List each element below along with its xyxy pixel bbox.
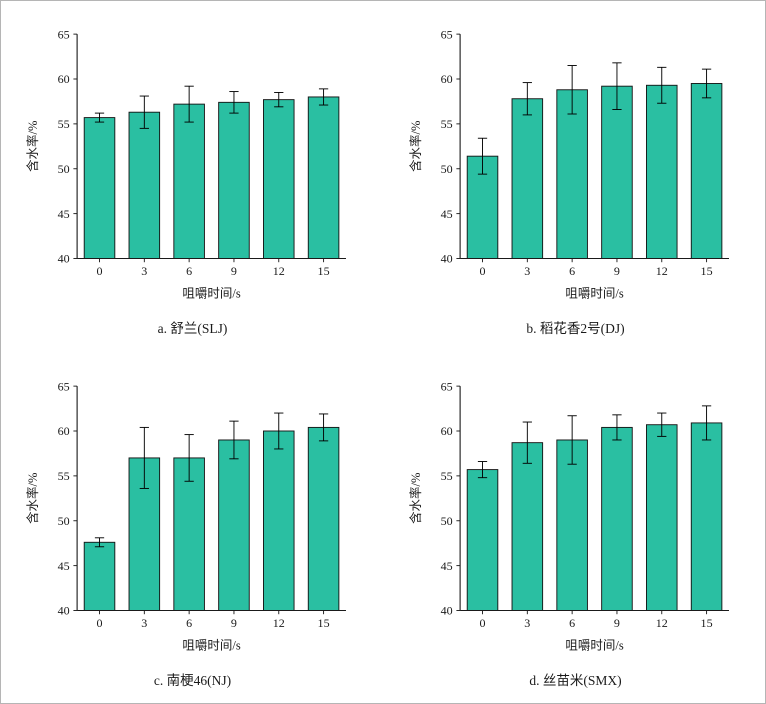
bar-chart-svg: 0 3 6 9 12 15 40 45 50 55 60 65 咀嚼时间/s 含水率/% [408, 27, 729, 300]
svg-text:40: 40 [440, 252, 452, 266]
bar-chart-svg: 0 3 6 9 12 15 40 45 50 55 60 65 咀嚼时间/s 含水率/% [25, 27, 346, 300]
svg-text:3: 3 [524, 616, 530, 630]
svg-text:12: 12 [272, 616, 284, 630]
svg-text:12: 12 [655, 616, 667, 630]
chart-caption: d. 丝苗米(SMX) [529, 673, 622, 688]
svg-text:40: 40 [57, 604, 69, 618]
svg-text:咀嚼时间/s: 咀嚼时间/s [182, 286, 240, 300]
svg-text:40: 40 [57, 252, 69, 266]
svg-text:55: 55 [440, 117, 452, 131]
svg-text:0: 0 [479, 264, 485, 278]
svg-text:6: 6 [569, 264, 575, 278]
svg-text:12: 12 [272, 264, 284, 278]
svg-text:15: 15 [317, 616, 329, 630]
svg-text:咀嚼时间/s: 咀嚼时间/s [565, 638, 623, 652]
chart-b-daohuaxiang: 0 3 6 9 12 15 40 45 50 55 60 65 咀嚼时间/s 含水率/% b. 稻花香2号… [408, 17, 729, 337]
svg-text:60: 60 [57, 72, 69, 86]
svg-text:45: 45 [440, 559, 452, 573]
svg-text:3: 3 [524, 264, 530, 278]
bar-chart-svg: 0 3 6 9 12 15 40 45 50 55 60 65 咀嚼时间/s 含水率/% [25, 379, 346, 652]
svg-text:15: 15 [700, 264, 712, 278]
chart-caption: c. 南梗46(NJ) [153, 673, 232, 688]
svg-text:55: 55 [57, 469, 69, 483]
svg-text:45: 45 [57, 207, 69, 221]
svg-text:65: 65 [57, 27, 69, 41]
svg-text:60: 60 [440, 424, 452, 438]
chart-d-simiaomi: 0 3 6 9 12 15 40 45 50 55 60 65 咀嚼时间/s 含水率/% d. 丝苗米(S… [408, 369, 729, 689]
svg-text:含水率/%: 含水率/% [25, 473, 40, 524]
svg-text:65: 65 [440, 27, 452, 41]
bar-chart-svg: 0 3 6 9 12 15 40 45 50 55 60 65 咀嚼时间/s 含水率/% [408, 379, 729, 652]
svg-text:65: 65 [440, 379, 452, 393]
svg-text:12: 12 [655, 264, 667, 278]
svg-text:9: 9 [613, 616, 619, 630]
chart-caption: a. 舒兰(SLJ) [157, 321, 228, 336]
svg-text:6: 6 [186, 616, 192, 630]
svg-text:40: 40 [440, 604, 452, 618]
svg-text:45: 45 [440, 207, 452, 221]
svg-text:含水率/%: 含水率/% [25, 121, 40, 172]
svg-text:含水率/%: 含水率/% [408, 473, 423, 524]
svg-text:60: 60 [57, 424, 69, 438]
svg-text:55: 55 [440, 469, 452, 483]
svg-text:9: 9 [230, 616, 236, 630]
svg-text:咀嚼时间/s: 咀嚼时间/s [565, 286, 623, 300]
svg-text:0: 0 [479, 616, 485, 630]
svg-text:50: 50 [440, 162, 452, 176]
svg-text:50: 50 [57, 514, 69, 528]
chart-a-shulan: 0 3 6 9 12 15 40 45 50 55 60 65 咀嚼时间/s 含水率/% a. 舒兰(SL… [25, 17, 346, 337]
svg-text:60: 60 [440, 72, 452, 86]
svg-text:65: 65 [57, 379, 69, 393]
svg-text:0: 0 [96, 616, 102, 630]
svg-text:55: 55 [57, 117, 69, 131]
svg-text:3: 3 [141, 264, 147, 278]
svg-text:50: 50 [440, 514, 452, 528]
svg-text:15: 15 [317, 264, 329, 278]
svg-text:咀嚼时间/s: 咀嚼时间/s [182, 638, 240, 652]
svg-text:0: 0 [96, 264, 102, 278]
svg-text:含水率/%: 含水率/% [408, 121, 423, 172]
svg-text:45: 45 [57, 559, 69, 573]
svg-text:6: 6 [569, 616, 575, 630]
chart-caption: b. 稻花香2号(DJ) [526, 321, 625, 336]
svg-text:9: 9 [230, 264, 236, 278]
svg-text:6: 6 [186, 264, 192, 278]
svg-text:3: 3 [141, 616, 147, 630]
svg-text:15: 15 [700, 616, 712, 630]
chart-c-nangeng: 0 3 6 9 12 15 40 45 50 55 60 65 咀嚼时间/s 含水率/% c. 南梗46(… [25, 369, 346, 689]
svg-text:9: 9 [613, 264, 619, 278]
svg-text:50: 50 [57, 162, 69, 176]
